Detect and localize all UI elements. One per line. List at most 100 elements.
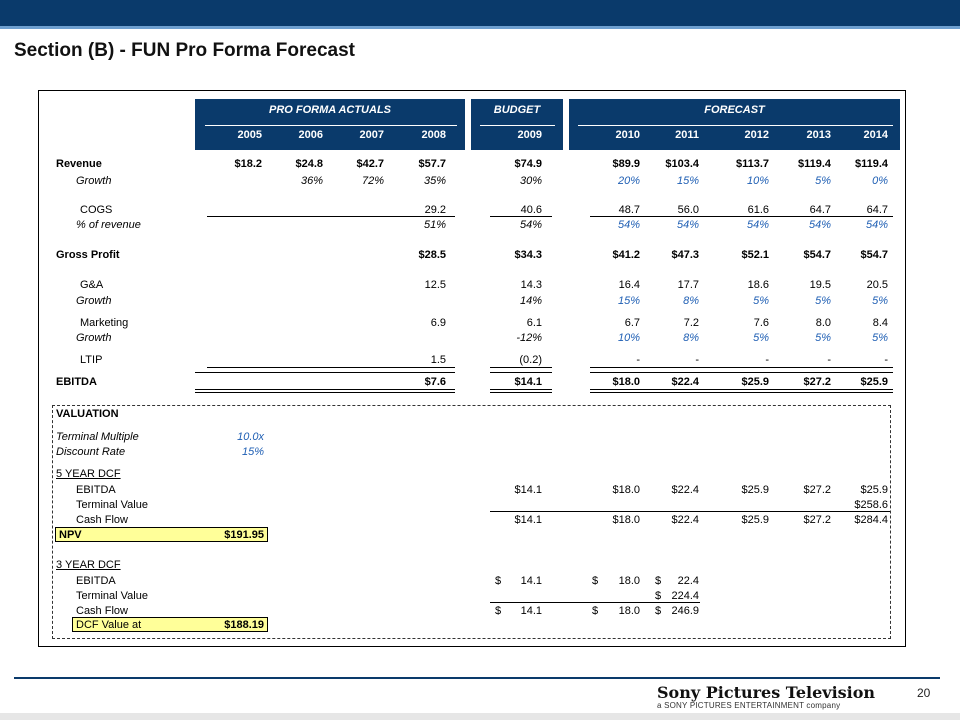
dcf3-ebitda-label: EBITDA bbox=[76, 575, 116, 587]
row-value: 56.0 bbox=[677, 204, 699, 216]
row-value: 40.6 bbox=[520, 204, 542, 216]
dcf3-sum-rule bbox=[490, 602, 700, 603]
dcf5-tv-value: $258.6 bbox=[854, 499, 888, 511]
row-label: Growth bbox=[76, 295, 112, 307]
year-header: 2009 bbox=[517, 129, 542, 141]
row-value: 17.7 bbox=[677, 279, 699, 291]
row-value: 54% bbox=[746, 219, 769, 231]
year-header: 2010 bbox=[615, 129, 640, 141]
row-value: $18.0 bbox=[612, 376, 640, 388]
row-value: $14.1 bbox=[514, 376, 542, 388]
dcf5-cf-value: $27.2 bbox=[803, 514, 831, 526]
forecast-table-frame bbox=[38, 90, 906, 647]
row-label: G&A bbox=[80, 279, 104, 291]
top-banner-accent bbox=[0, 26, 960, 29]
ebitda-bottom-rule-double bbox=[590, 392, 893, 393]
dcf3-cf-value: 18.0 bbox=[618, 605, 640, 617]
ebitda-top-rule bbox=[590, 372, 893, 373]
row-value: $47.3 bbox=[671, 249, 699, 261]
terminal-multiple-value: 10.0x bbox=[237, 431, 264, 443]
dcf3-tv-currency: $ bbox=[655, 590, 662, 602]
ebitda-top-rule bbox=[195, 372, 455, 373]
dcf5-ebitda-value: $25.9 bbox=[860, 484, 888, 496]
dcf5-cf-label: Cash Flow bbox=[76, 514, 128, 526]
row-value: 6.9 bbox=[430, 317, 446, 329]
dcf5-cf-value: $18.0 bbox=[612, 514, 640, 526]
row-value: 64.7 bbox=[809, 204, 831, 216]
row-value: 1.5 bbox=[430, 354, 446, 366]
dcf5-sum-rule bbox=[490, 511, 890, 512]
discount-rate-value: 15% bbox=[241, 446, 264, 458]
dcf5-ebitda-value: $25.9 bbox=[741, 484, 769, 496]
row-value: 54% bbox=[617, 219, 640, 231]
total-rule bbox=[207, 216, 455, 217]
row-value: 14% bbox=[519, 295, 542, 307]
valuation-heading: VALUATION bbox=[56, 408, 119, 420]
row-value: 5% bbox=[815, 332, 831, 344]
sony-pictures-television-logo: Sony Pictures Television bbox=[657, 683, 876, 702]
row-value: $18.2 bbox=[234, 158, 262, 170]
row-value: $25.9 bbox=[860, 376, 888, 388]
row-value: $57.7 bbox=[418, 158, 446, 170]
row-value: - bbox=[636, 354, 640, 366]
row-value: 29.2 bbox=[424, 204, 446, 216]
row-value: $119.4 bbox=[797, 158, 831, 170]
row-value: 5% bbox=[872, 295, 888, 307]
row-value: $34.3 bbox=[514, 249, 542, 261]
year-header: 2006 bbox=[298, 129, 323, 141]
year-header: 2014 bbox=[863, 129, 888, 141]
row-value: 20% bbox=[617, 175, 640, 187]
row-value: $41.2 bbox=[612, 249, 640, 261]
year-header: 2007 bbox=[359, 129, 384, 141]
actuals-group-label: PRO FORMA ACTUALS bbox=[268, 104, 391, 116]
row-label: Marketing bbox=[80, 317, 129, 329]
row-value: 36% bbox=[300, 175, 323, 187]
dcf3-ebitda-currency: $ bbox=[655, 575, 662, 587]
row-value: 14.3 bbox=[520, 279, 542, 291]
row-value: 0% bbox=[872, 175, 888, 187]
page-number: 20 bbox=[917, 686, 931, 700]
year-header: 2011 bbox=[675, 129, 699, 141]
total-rule bbox=[490, 216, 552, 217]
row-value: $89.9 bbox=[612, 158, 640, 170]
dcf3-ebitda-value: 22.4 bbox=[677, 575, 699, 587]
row-value: 18.6 bbox=[747, 279, 769, 291]
row-value: $42.7 bbox=[356, 158, 384, 170]
row-value: 5% bbox=[815, 175, 831, 187]
row-value: 8.4 bbox=[872, 317, 888, 329]
row-value: $28.5 bbox=[418, 249, 446, 261]
row-label: Growth bbox=[76, 332, 112, 344]
terminal-multiple-label: Terminal Multiple bbox=[56, 431, 139, 443]
row-value: 61.6 bbox=[747, 204, 769, 216]
dcf3-cf-currency: $ bbox=[655, 605, 662, 617]
row-value: 12.5 bbox=[424, 279, 446, 291]
year-header: 2013 bbox=[806, 129, 831, 141]
dcf5-ebitda-label: EBITDA bbox=[76, 484, 116, 496]
total-rule bbox=[590, 216, 893, 217]
row-value: 6.7 bbox=[624, 317, 640, 329]
dcf-value-label: DCF Value at bbox=[76, 619, 142, 631]
budget-header-box bbox=[471, 99, 563, 150]
row-value: 10% bbox=[746, 175, 769, 187]
row-value: 5% bbox=[753, 295, 769, 307]
dcf5-cf-value: $14.1 bbox=[514, 514, 542, 526]
dcf3-tv-label: Terminal Value bbox=[76, 590, 148, 602]
row-value: 48.7 bbox=[618, 204, 640, 216]
row-value: 10% bbox=[617, 332, 640, 344]
row-value: 16.4 bbox=[618, 279, 640, 291]
row-value: $27.2 bbox=[803, 376, 831, 388]
dcf5-ebitda-value: $18.0 bbox=[612, 484, 640, 496]
row-value: - bbox=[765, 354, 769, 366]
dcf3-ebitda-currency: $ bbox=[592, 575, 599, 587]
ebitda-bottom-rule bbox=[590, 389, 893, 390]
ebitda-bottom-rule-double bbox=[195, 392, 455, 393]
row-value: 35% bbox=[423, 175, 446, 187]
discount-rate-label: Discount Rate bbox=[56, 446, 126, 458]
row-label: Growth bbox=[76, 175, 112, 187]
total-rule bbox=[490, 367, 552, 368]
row-value: 54% bbox=[808, 219, 831, 231]
row-value: - bbox=[695, 354, 699, 366]
row-label: EBITDA bbox=[56, 376, 97, 388]
npv-value: $191.95 bbox=[224, 529, 264, 541]
total-rule bbox=[207, 367, 455, 368]
